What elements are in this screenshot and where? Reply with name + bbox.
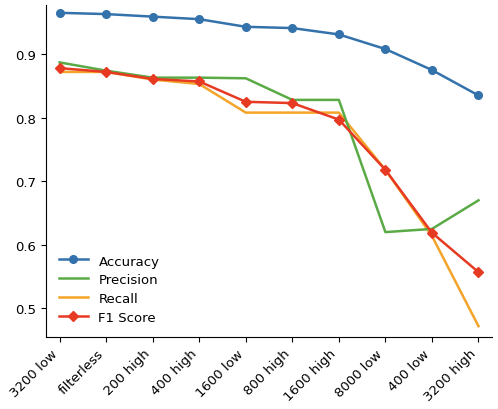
Accuracy [336,33,342,38]
Accuracy [429,68,435,73]
F1 Score [336,118,342,123]
Recall [243,111,249,116]
Recall [289,111,295,116]
Accuracy [289,27,295,31]
Recall [57,70,63,75]
Precision [103,69,109,74]
F1 Score [382,168,388,173]
F1 Score [103,70,109,75]
Line: Accuracy: Accuracy [56,10,482,100]
Recall [196,82,202,87]
Recall [476,324,482,329]
F1 Score [429,231,435,236]
Line: F1 Score: F1 Score [56,65,482,276]
Accuracy [150,15,156,20]
Precision [429,227,435,232]
Recall [103,70,109,75]
Recall [150,78,156,83]
Precision [289,98,295,103]
Accuracy [476,94,482,99]
F1 Score [476,270,482,275]
Recall [429,234,435,239]
Precision [150,76,156,81]
Accuracy [57,11,63,16]
Accuracy [196,18,202,22]
F1 Score [150,77,156,82]
Precision [382,230,388,235]
Line: Recall: Recall [60,73,479,326]
Precision [336,98,342,103]
F1 Score [57,67,63,72]
Accuracy [243,25,249,30]
Accuracy [103,13,109,18]
Recall [382,168,388,173]
Line: Precision: Precision [60,63,479,233]
Recall [336,111,342,116]
F1 Score [243,100,249,105]
F1 Score [289,101,295,106]
F1 Score [196,80,202,85]
Precision [476,198,482,203]
Precision [243,76,249,81]
Precision [57,61,63,66]
Legend: Accuracy, Precision, Recall, F1 Score: Accuracy, Precision, Recall, F1 Score [52,248,166,330]
Accuracy [382,47,388,52]
Precision [196,76,202,81]
